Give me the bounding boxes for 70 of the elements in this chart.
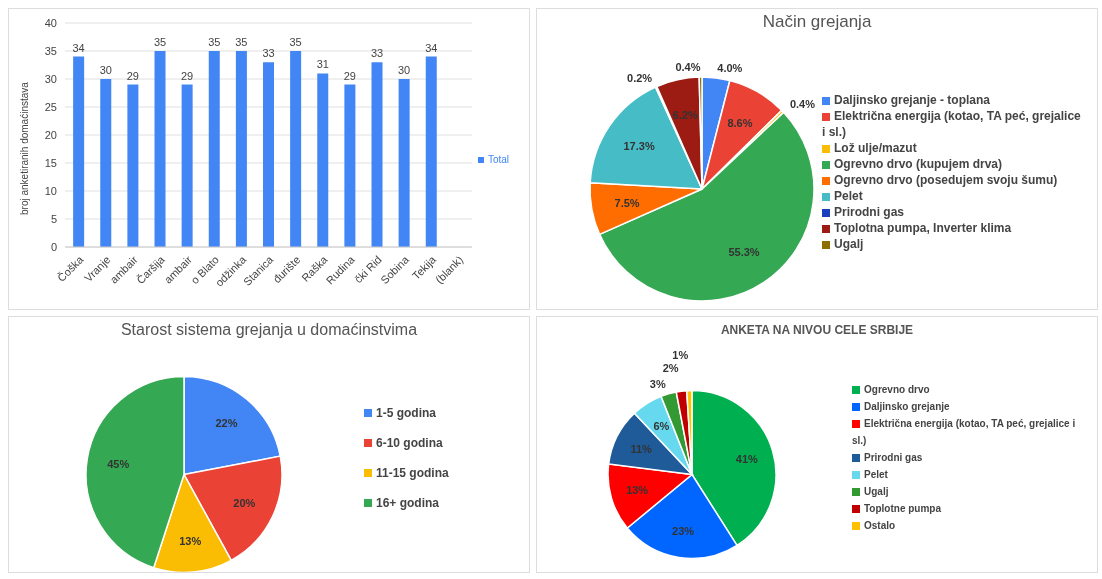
y-tick-label: 35 bbox=[44, 44, 57, 57]
legend-label: Ogrevno drvo (kupujem drva) bbox=[834, 157, 1003, 171]
legend-label: Daljinsko grejanje - toplana bbox=[834, 93, 991, 107]
legend-label: Prirodni gas bbox=[864, 452, 923, 463]
data-label: 0.2% bbox=[627, 71, 653, 84]
legend-label: Lož ulje/mazut bbox=[834, 141, 917, 155]
y-axis-title: broj anketiranih domaćinstava bbox=[18, 81, 30, 215]
chart-title: Starost sistema grejanja u domaćinstvima bbox=[119, 320, 419, 340]
data-label: 3% bbox=[649, 378, 666, 391]
data-label: 6.2% bbox=[672, 108, 699, 121]
data-label: 33 bbox=[370, 47, 384, 60]
y-tick-label: 5 bbox=[50, 212, 57, 225]
data-label: 11% bbox=[630, 442, 653, 455]
data-label: 55.3% bbox=[728, 246, 760, 259]
data-label: 35 bbox=[289, 36, 302, 48]
chart-title: Način grejanja bbox=[761, 11, 873, 33]
data-label: 17.3% bbox=[623, 140, 655, 153]
legend-label: Ogrevno drvo bbox=[864, 384, 930, 395]
data-label: 30 bbox=[99, 64, 112, 76]
data-label: 7.5% bbox=[614, 196, 640, 209]
data-label: 33 bbox=[262, 47, 275, 60]
data-label: 8.6% bbox=[727, 116, 753, 129]
text: ANKETA NA NIVOU CELE SRBIJE bbox=[719, 322, 915, 339]
legend-label: 11-15 godina bbox=[376, 465, 449, 480]
legend-label: Ostalo bbox=[864, 520, 896, 531]
data-label: 31 bbox=[316, 58, 329, 71]
y-tick-label: 30 bbox=[44, 72, 57, 85]
legend-label: Pelet bbox=[864, 469, 888, 480]
data-label: 2% bbox=[662, 362, 679, 375]
legend-label: Električna energija (kotao, TA peć, grejalice i sl.) bbox=[852, 418, 1076, 446]
y-tick-label: 0 bbox=[50, 240, 57, 253]
legend-label: Total bbox=[487, 153, 509, 165]
y-tick-label: 25 bbox=[44, 100, 57, 113]
data-label: 13% bbox=[626, 484, 649, 497]
data-label: 34 bbox=[72, 41, 85, 54]
legend-label: 1-5 godina bbox=[376, 405, 437, 420]
y-tick-label: 40 bbox=[44, 16, 57, 29]
data-label: 0.4% bbox=[675, 61, 701, 74]
data-label: 0.4% bbox=[789, 98, 816, 111]
y-tick-label: 10 bbox=[44, 184, 57, 197]
data-label: 35 bbox=[235, 36, 248, 48]
data-label: 23% bbox=[672, 524, 695, 537]
data-label: 30 bbox=[398, 64, 411, 76]
legend-label: Toplotna pumpa, Inverter klima bbox=[834, 221, 1012, 235]
legend-label: Električna energija (kotao, TA peć, grejalice i sl.) bbox=[822, 109, 1081, 139]
data-label: 20% bbox=[233, 496, 256, 509]
data-label: 13% bbox=[179, 534, 202, 547]
data-label: 35 bbox=[208, 36, 221, 48]
legend-label: Ugalj bbox=[864, 486, 889, 497]
data-label: 41% bbox=[735, 452, 759, 465]
legend-label: 16+ godina bbox=[376, 495, 440, 510]
legend-label: Ugalj bbox=[834, 237, 864, 251]
data-label: 29 bbox=[343, 69, 357, 82]
data-label: 34 bbox=[425, 41, 438, 54]
legend-label: Ogrevno drvo (posedujem svoju šumu) bbox=[834, 173, 1058, 187]
data-label: 6% bbox=[653, 420, 670, 433]
data-label: 29 bbox=[126, 69, 140, 82]
legend-label: 6-10 godina bbox=[376, 435, 443, 450]
y-tick-label: 20 bbox=[44, 128, 57, 141]
data-label: 45% bbox=[107, 458, 130, 471]
y-tick-label: 15 bbox=[44, 156, 57, 169]
data-label: 22% bbox=[215, 417, 238, 430]
data-label: 4.0% bbox=[717, 61, 743, 74]
legend-label: Prirodni gas bbox=[834, 205, 905, 219]
data-label: 29 bbox=[181, 69, 194, 82]
legend-label: Daljinsko grejanje bbox=[864, 401, 950, 412]
data-label: 35 bbox=[153, 36, 167, 48]
legend-label: Pelet bbox=[834, 189, 863, 203]
data-label: 1% bbox=[672, 348, 689, 361]
legend-label: Toplotne pumpa bbox=[864, 503, 942, 514]
